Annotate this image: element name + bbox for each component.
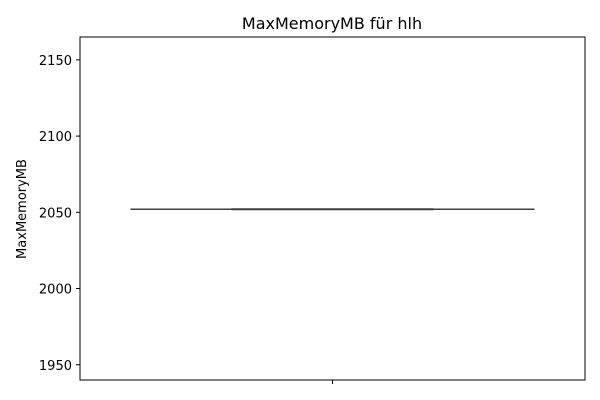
y-tick-label: 2050 — [39, 206, 72, 221]
plot-frame — [79, 36, 586, 381]
y-axis-ticks: 1950 2000 2050 2100 2150 — [39, 54, 333, 384]
chart-title: MaxMemoryMB für hlh — [242, 14, 422, 33]
y-axis-label: MaxMemoryMB — [15, 159, 30, 259]
y-tick-label: 2000 — [39, 283, 72, 298]
y-tick-label: 2150 — [39, 54, 72, 69]
y-tick-label: 2100 — [39, 130, 72, 145]
y-tick-label: 1950 — [39, 359, 72, 374]
